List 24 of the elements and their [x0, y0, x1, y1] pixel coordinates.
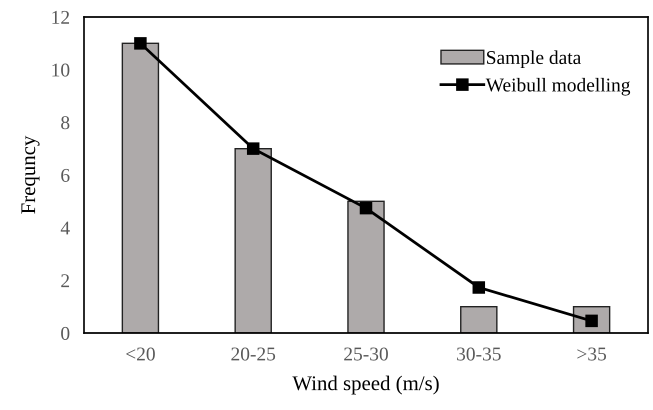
x-tick-label: 25-30 [344, 347, 388, 361]
legend-label: Weibull modelling [486, 78, 630, 96]
point [134, 37, 147, 50]
y-tick-label: 4 [60, 222, 70, 234]
x-tick-label: 20-25 [231, 347, 276, 361]
bar [234, 148, 272, 333]
point [360, 202, 372, 214]
y-tick-label: 2 [61, 274, 70, 288]
point [472, 281, 486, 294]
bar [347, 200, 385, 333]
x-axis-title: Wind speed (m/s) [292, 376, 439, 395]
y-tick-label: 6 [61, 168, 70, 182]
bar [122, 42, 160, 333]
y-tick-label: 10 [52, 63, 70, 77]
y-tick-label: 0 [61, 326, 70, 340]
x-tick-label: <20 [126, 347, 155, 361]
bar [460, 306, 498, 333]
x-tick-label: 30-35 [457, 347, 501, 361]
point [246, 142, 260, 155]
y-tick-label: 12 [52, 10, 70, 24]
y-tick-label: 8 [61, 116, 70, 130]
x-tick-label: >35 [577, 348, 606, 361]
y-axis-title: Frequncy [21, 136, 40, 214]
legend-label: Sample data [487, 50, 582, 68]
